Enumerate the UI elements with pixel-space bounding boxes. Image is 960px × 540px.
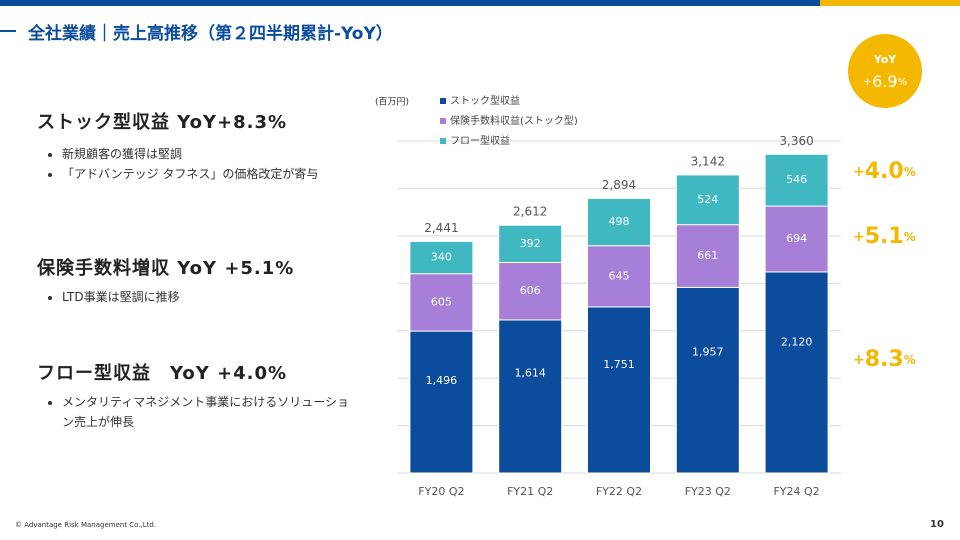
growth-annotation: +8.3% bbox=[853, 347, 916, 372]
section-heading: フロー型収益 YoY +4.0% bbox=[37, 363, 288, 384]
x-tick-label: FY24 Q2 bbox=[773, 485, 819, 498]
legend-label: フロー型収益 bbox=[450, 134, 510, 147]
legend-swatch bbox=[440, 138, 446, 144]
total-label: 2,894 bbox=[602, 178, 636, 192]
segment-label: 498 bbox=[609, 215, 630, 228]
bar-segment bbox=[498, 224, 563, 263]
section-heading: ストック型収益 YoY+8.3% bbox=[37, 112, 288, 133]
x-tick-label: FY22 Q2 bbox=[596, 485, 642, 498]
segment-label: 340 bbox=[431, 251, 452, 264]
legend-label: 保険手数料収益(ストック型) bbox=[450, 114, 578, 127]
total-label: 2,612 bbox=[513, 205, 547, 219]
bar-segment bbox=[764, 153, 829, 207]
growth-suffix: % bbox=[904, 353, 916, 367]
bullet-list: 新規顧客の獲得は堅調 「アドバンテッジ タフネス」の価格改定が寄与 bbox=[40, 144, 352, 184]
segment-label: 694 bbox=[786, 232, 807, 245]
bar-segment bbox=[764, 271, 829, 474]
yoy-suffix: % bbox=[898, 77, 908, 88]
y-axis-label: (百万円) bbox=[375, 97, 409, 108]
bar-segment bbox=[409, 330, 474, 474]
segment-label: 2,120 bbox=[781, 335, 813, 348]
bar-segment bbox=[587, 306, 651, 474]
legend-swatch bbox=[440, 98, 446, 104]
legend-label: ストック型収益 bbox=[450, 94, 520, 107]
growth-prefix: + bbox=[853, 352, 865, 368]
segment-label: 1,614 bbox=[514, 366, 546, 379]
x-tick-label: FY21 Q2 bbox=[507, 485, 553, 498]
bullet-list: メンタリティマネジメント事業におけるソリューション売上が伸長 bbox=[40, 392, 352, 432]
growth-value: 5.1 bbox=[865, 224, 904, 249]
bar-segment bbox=[409, 240, 474, 275]
segment-label: 546 bbox=[786, 173, 807, 186]
growth-value: 8.3 bbox=[865, 347, 904, 372]
copyright: © Advantage Risk Management Co.,Ltd. bbox=[15, 521, 157, 529]
bar-segment bbox=[764, 205, 829, 273]
bullet: メンタリティマネジメント事業におけるソリューション売上が伸長 bbox=[62, 392, 352, 432]
segment-label: 661 bbox=[697, 249, 718, 262]
growth-prefix: + bbox=[853, 229, 865, 245]
bar-segment bbox=[675, 286, 740, 474]
growth-suffix: % bbox=[904, 230, 916, 244]
segment-label: 606 bbox=[520, 284, 541, 297]
growth-annotation: +4.0% bbox=[853, 159, 916, 184]
bar-segment bbox=[675, 224, 740, 288]
bar-segment bbox=[498, 319, 563, 474]
bullet: 「アドバンテッジ タフネス」の価格改定が寄与 bbox=[62, 164, 352, 184]
title-dash bbox=[0, 30, 16, 32]
segment-label: 605 bbox=[431, 295, 452, 308]
growth-prefix: + bbox=[853, 164, 865, 180]
top-bar-accent bbox=[820, 0, 960, 6]
bar-segment bbox=[498, 261, 563, 321]
segment-label: 392 bbox=[520, 237, 541, 250]
segment-label: 1,957 bbox=[692, 345, 724, 358]
yoy-badge-value: +6.9% bbox=[863, 72, 907, 91]
growth-annotation: +5.1% bbox=[853, 224, 916, 249]
growth-suffix: % bbox=[904, 165, 916, 179]
page-number: 10 bbox=[930, 519, 944, 530]
segment-label: 524 bbox=[697, 193, 718, 206]
total-label: 3,360 bbox=[779, 134, 813, 148]
bullet: LTD事業は堅調に推移 bbox=[62, 287, 352, 307]
yoy-value: 6.9 bbox=[872, 72, 897, 91]
total-label: 2,441 bbox=[424, 221, 458, 235]
total-label: 3,142 bbox=[691, 154, 725, 168]
top-bar bbox=[0, 0, 960, 6]
yoy-prefix: + bbox=[863, 75, 872, 88]
section-heading: 保険手数料増収 YoY +5.1% bbox=[37, 258, 295, 279]
bullet: 新規顧客の獲得は堅調 bbox=[62, 144, 352, 164]
bar-segment bbox=[409, 273, 474, 332]
yoy-badge bbox=[848, 34, 922, 108]
slide-title: 全社業績｜売上高推移（第２四半期累計-YoY） bbox=[28, 24, 393, 44]
segment-label: 645 bbox=[609, 269, 630, 282]
bullet-list: LTD事業は堅調に推移 bbox=[40, 287, 352, 307]
growth-value: 4.0 bbox=[865, 159, 904, 184]
bar-segment bbox=[587, 197, 651, 247]
x-tick-label: FY23 Q2 bbox=[685, 485, 731, 498]
yoy-badge-title: YoY bbox=[873, 53, 898, 66]
segment-label: 1,751 bbox=[603, 358, 635, 371]
legend-swatch bbox=[440, 118, 446, 124]
bar-segment bbox=[675, 174, 740, 226]
x-tick-label: FY20 Q2 bbox=[418, 485, 464, 498]
segment-label: 1,496 bbox=[426, 374, 458, 387]
